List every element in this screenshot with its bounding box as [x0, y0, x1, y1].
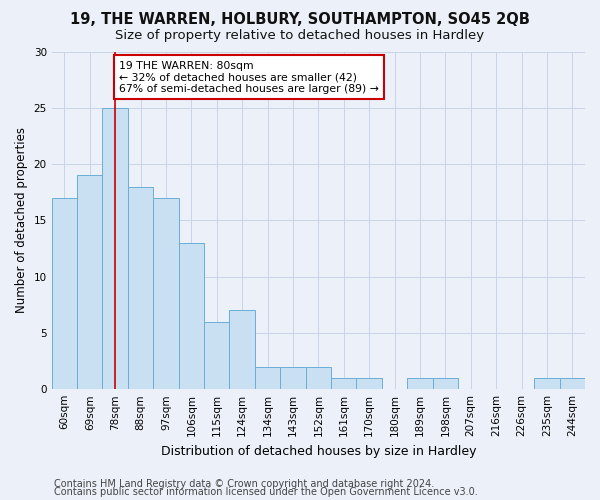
Bar [433, 378, 458, 389]
Bar [255, 366, 280, 389]
Bar [153, 198, 179, 389]
Bar [204, 322, 229, 389]
X-axis label: Distribution of detached houses by size in Hardley: Distribution of detached houses by size … [161, 444, 476, 458]
Y-axis label: Number of detached properties: Number of detached properties [15, 128, 28, 314]
Bar [103, 108, 128, 389]
Bar [534, 378, 560, 389]
Text: Size of property relative to detached houses in Hardley: Size of property relative to detached ho… [115, 29, 485, 42]
Text: Contains HM Land Registry data © Crown copyright and database right 2024.: Contains HM Land Registry data © Crown c… [54, 479, 434, 489]
Bar [52, 198, 77, 389]
Bar [305, 366, 331, 389]
Bar [407, 378, 433, 389]
Bar [560, 378, 585, 389]
Bar [77, 176, 103, 389]
Bar [229, 310, 255, 389]
Bar [179, 243, 204, 389]
Text: 19 THE WARREN: 80sqm
← 32% of detached houses are smaller (42)
67% of semi-detac: 19 THE WARREN: 80sqm ← 32% of detached h… [119, 60, 379, 94]
Bar [331, 378, 356, 389]
Bar [128, 186, 153, 389]
Bar [356, 378, 382, 389]
Bar [280, 366, 305, 389]
Text: 19, THE WARREN, HOLBURY, SOUTHAMPTON, SO45 2QB: 19, THE WARREN, HOLBURY, SOUTHAMPTON, SO… [70, 12, 530, 28]
Text: Contains public sector information licensed under the Open Government Licence v3: Contains public sector information licen… [54, 487, 478, 497]
